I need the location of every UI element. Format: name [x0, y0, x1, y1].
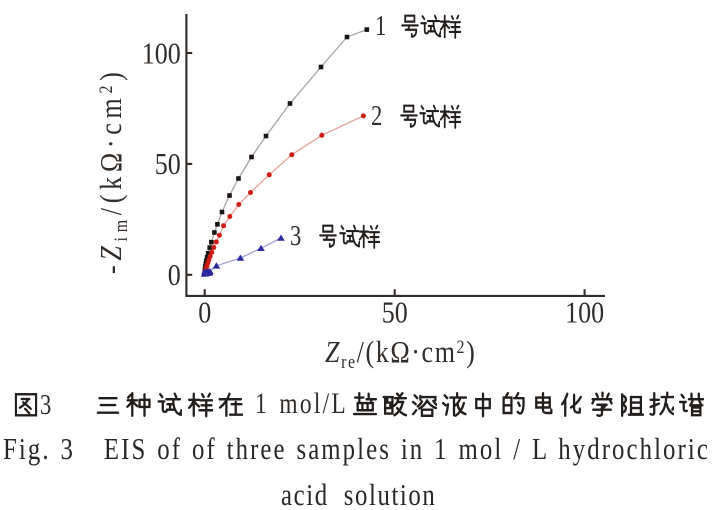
svg-text:0: 0: [198, 295, 211, 330]
svg-text:50: 50: [155, 147, 181, 182]
svg-text:-Zim/(kΩ·cm2): -Zim/(kΩ·cm2): [94, 67, 131, 274]
svg-text:100: 100: [142, 36, 181, 71]
svg-text:0: 0: [168, 258, 181, 293]
svg-text:50: 50: [382, 295, 408, 330]
svg-text:100: 100: [565, 295, 604, 330]
svg-text:Zre/(kΩ·cm2): Zre/(kΩ·cm2): [325, 335, 476, 372]
